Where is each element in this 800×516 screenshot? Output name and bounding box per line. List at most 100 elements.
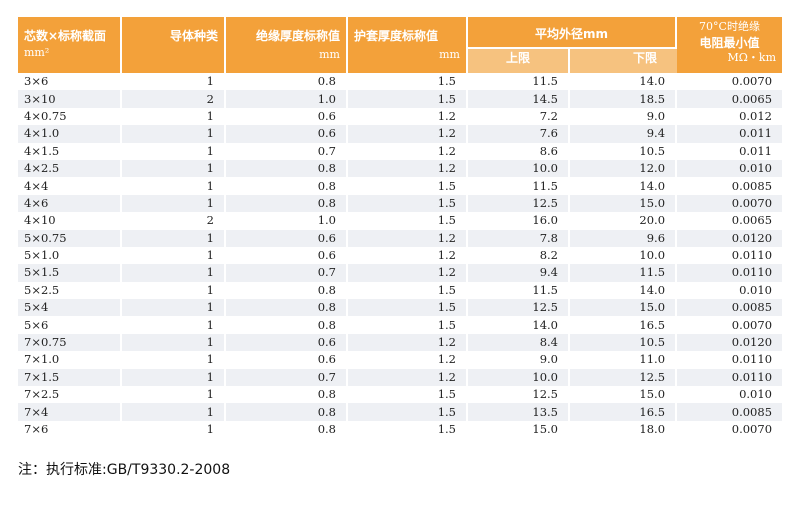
cell-diameter-upper: 9.4 xyxy=(468,264,570,282)
cell-conductor-type: 1 xyxy=(122,177,226,195)
cell-insulation-resistance: 0.0070 xyxy=(677,194,783,213)
header-conductor-label: 导体种类 xyxy=(169,29,218,43)
cell-core-section: 5×6 xyxy=(18,316,122,334)
cell-diameter-upper: 8.6 xyxy=(468,142,570,160)
cell-conductor-type: 1 xyxy=(122,333,226,352)
header-core-label: 芯数×标称截面 xyxy=(24,29,107,43)
cell-insulation-resistance: 0.011 xyxy=(677,125,783,143)
cell-insulation-thickness: 1.0 xyxy=(226,212,348,230)
cell-sheath-thickness: 1.5 xyxy=(348,281,468,300)
table-row: 7×4 1 0.8 1.5 13.5 16.5 0.0085 xyxy=(18,403,783,421)
cell-conductor-type: 1 xyxy=(122,386,226,404)
cell-sheath-thickness: 1.2 xyxy=(348,142,468,160)
header-average-diameter: 平均外径mm xyxy=(468,17,678,47)
cell-insulation-resistance: 0.0120 xyxy=(677,333,783,352)
table-row: 5×2.5 1 0.8 1.5 11.5 14.0 0.010 xyxy=(18,281,783,300)
cell-sheath-thickness: 1.2 xyxy=(348,264,468,282)
cell-insulation-resistance: 0.011 xyxy=(677,142,783,160)
cell-diameter-lower: 9.0 xyxy=(570,107,678,126)
table-row: 4×4 1 0.8 1.5 11.5 14.0 0.0085 xyxy=(18,177,783,195)
header-core-section: 芯数×标称截面 mm² xyxy=(18,17,122,73)
cell-sheath-thickness: 1.5 xyxy=(348,386,468,404)
table-row: 7×6 1 0.8 1.5 15.0 18.0 0.0070 xyxy=(18,420,783,439)
cell-diameter-upper: 8.4 xyxy=(468,333,570,352)
cell-insulation-resistance: 0.010 xyxy=(677,159,783,178)
header-insulation-label: 绝缘厚度标称值 xyxy=(255,29,340,43)
cell-conductor-type: 1 xyxy=(122,246,226,265)
cell-sheath-thickness: 1.2 xyxy=(348,368,468,387)
cable-spec-table: 芯数×标称截面 mm² 导体种类 绝缘厚度标称值 mm 护套厚度标称值 mm 平… xyxy=(18,17,783,439)
cell-diameter-upper: 15.0 xyxy=(468,420,570,439)
table-row: 5×0.75 1 0.6 1.2 7.8 9.6 0.0120 xyxy=(18,229,783,247)
cell-insulation-resistance: 0.0065 xyxy=(677,90,783,108)
cell-diameter-upper: 14.5 xyxy=(468,90,570,108)
cell-insulation-resistance: 0.0085 xyxy=(677,177,783,195)
cell-diameter-upper: 13.5 xyxy=(468,403,570,421)
cell-sheath-thickness: 1.5 xyxy=(348,194,468,213)
cell-diameter-lower: 10.0 xyxy=(570,246,678,265)
cell-insulation-thickness: 0.8 xyxy=(226,403,348,421)
cell-core-section: 7×6 xyxy=(18,420,122,439)
cell-conductor-type: 1 xyxy=(122,299,226,317)
cell-diameter-lower: 18.0 xyxy=(570,420,678,439)
cell-insulation-resistance: 0.0070 xyxy=(677,420,783,439)
cell-diameter-lower: 11.5 xyxy=(570,264,678,282)
cell-diameter-upper: 9.0 xyxy=(468,351,570,369)
cell-core-section: 4×6 xyxy=(18,194,122,213)
header-diameter-upper: 上限 xyxy=(468,47,570,73)
cell-insulation-thickness: 0.7 xyxy=(226,264,348,282)
cell-sheath-thickness: 1.5 xyxy=(348,403,468,421)
cell-insulation-resistance: 0.0110 xyxy=(677,246,783,265)
cell-core-section: 5×0.75 xyxy=(18,229,122,247)
cell-sheath-thickness: 1.2 xyxy=(348,125,468,143)
header-core-unit: mm² xyxy=(24,46,50,59)
cell-diameter-upper: 10.0 xyxy=(468,368,570,387)
table-row: 4×10 2 1.0 1.5 16.0 20.0 0.0065 xyxy=(18,212,783,230)
cell-core-section: 4×4 xyxy=(18,177,122,195)
header-sheath-unit: mm xyxy=(439,48,460,61)
cell-sheath-thickness: 1.2 xyxy=(348,351,468,369)
cell-core-section: 5×1.0 xyxy=(18,246,122,265)
cell-diameter-lower: 10.5 xyxy=(570,142,678,160)
cell-insulation-thickness: 0.6 xyxy=(226,229,348,247)
table-row: 3×10 2 1.0 1.5 14.5 18.5 0.0065 xyxy=(18,90,783,108)
header-sheath-thickness: 护套厚度标称值 mm xyxy=(348,17,468,73)
cell-diameter-upper: 12.5 xyxy=(468,299,570,317)
cell-core-section: 4×10 xyxy=(18,212,122,230)
cell-insulation-resistance: 0.0085 xyxy=(677,403,783,421)
cell-diameter-upper: 7.8 xyxy=(468,229,570,247)
cell-conductor-type: 1 xyxy=(122,403,226,421)
header-resistance-line1: 70°C时绝缘 xyxy=(699,20,760,33)
cell-core-section: 7×2.5 xyxy=(18,386,122,404)
cell-insulation-thickness: 0.6 xyxy=(226,246,348,265)
cell-core-section: 3×10 xyxy=(18,90,122,108)
cell-sheath-thickness: 1.2 xyxy=(348,107,468,126)
cell-diameter-lower: 11.0 xyxy=(570,351,678,369)
header-diameter-lower: 下限 xyxy=(570,47,678,73)
cell-diameter-upper: 10.0 xyxy=(468,159,570,178)
table-row: 3×6 1 0.8 1.5 11.5 14.0 0.0070 xyxy=(18,73,783,91)
table-row: 7×1.5 1 0.7 1.2 10.0 12.5 0.0110 xyxy=(18,368,783,387)
cell-diameter-lower: 15.0 xyxy=(570,194,678,213)
cell-insulation-resistance: 0.010 xyxy=(677,386,783,404)
cell-core-section: 4×2.5 xyxy=(18,159,122,178)
header-insulation-unit: mm xyxy=(319,48,340,61)
header-insulation-thickness: 绝缘厚度标称值 mm xyxy=(226,17,348,73)
cell-core-section: 5×2.5 xyxy=(18,281,122,300)
cell-diameter-upper: 14.0 xyxy=(468,316,570,334)
cell-insulation-resistance: 0.0070 xyxy=(677,316,783,334)
cell-diameter-lower: 12.5 xyxy=(570,368,678,387)
cell-diameter-lower: 10.5 xyxy=(570,333,678,352)
cell-diameter-upper: 12.5 xyxy=(468,386,570,404)
table-row: 4×1.5 1 0.7 1.2 8.6 10.5 0.011 xyxy=(18,142,783,160)
header-resistance-unit: MΩ・km xyxy=(727,51,777,64)
cell-conductor-type: 1 xyxy=(122,159,226,178)
cell-sheath-thickness: 1.2 xyxy=(348,333,468,352)
table-row: 7×1.0 1 0.6 1.2 9.0 11.0 0.0110 xyxy=(18,351,783,369)
table-row: 7×0.75 1 0.6 1.2 8.4 10.5 0.0120 xyxy=(18,333,783,352)
cell-conductor-type: 1 xyxy=(122,73,226,91)
cell-diameter-lower: 12.0 xyxy=(570,159,678,178)
cell-insulation-resistance: 0.0085 xyxy=(677,299,783,317)
table-row: 4×1.0 1 0.6 1.2 7.6 9.4 0.011 xyxy=(18,125,783,143)
table-row: 5×6 1 0.8 1.5 14.0 16.5 0.0070 xyxy=(18,316,783,334)
